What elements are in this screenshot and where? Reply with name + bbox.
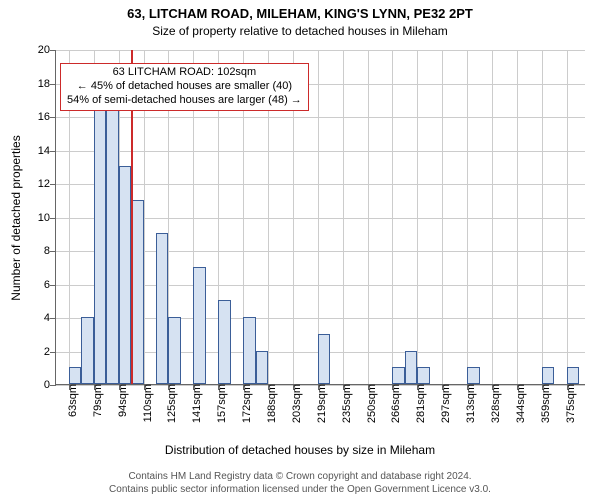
- footer-line-1: Contains HM Land Registry data © Crown c…: [128, 471, 471, 482]
- xtick-label: 141sqm: [183, 384, 203, 423]
- xtick-label: 281sqm: [407, 384, 427, 423]
- gridline-vertical: [417, 50, 418, 384]
- histogram-bar: [168, 317, 180, 384]
- gridline-vertical: [392, 50, 393, 384]
- ytick-label: 0: [44, 379, 56, 391]
- xtick-label: 203sqm: [283, 384, 303, 423]
- infobox-line-2: ← 45% of detached houses are smaller (40…: [67, 80, 302, 94]
- xtick-label: 63sqm: [59, 384, 79, 417]
- histogram-bar: [542, 367, 554, 384]
- gridline-horizontal: [56, 117, 585, 118]
- xtick-label: 313sqm: [457, 384, 477, 423]
- gridline-vertical: [442, 50, 443, 384]
- histogram-bar: [81, 317, 93, 384]
- ytick-label: 4: [44, 312, 56, 324]
- gridline-horizontal: [56, 184, 585, 185]
- xtick-label: 235sqm: [333, 384, 353, 423]
- gridline-horizontal: [56, 50, 585, 51]
- xtick-label: 328sqm: [482, 384, 502, 423]
- x-axis-label: Distribution of detached houses by size …: [0, 443, 600, 457]
- xtick-label: 94sqm: [109, 384, 129, 417]
- xtick-label: 250sqm: [358, 384, 378, 423]
- plot-area: 0246810121416182063sqm79sqm94sqm110sqm12…: [55, 50, 585, 385]
- footer-attribution: Contains HM Land Registry data © Crown c…: [0, 467, 600, 500]
- histogram-bar: [69, 367, 81, 384]
- histogram-bar: [106, 83, 118, 385]
- histogram-bar: [94, 83, 106, 385]
- xtick-label: 219sqm: [308, 384, 328, 423]
- gridline-vertical: [492, 50, 493, 384]
- y-axis-label: Number of detached properties: [9, 135, 23, 300]
- histogram-bar: [392, 367, 404, 384]
- histogram-bar: [193, 267, 205, 384]
- ytick-label: 12: [38, 178, 56, 190]
- reference-infobox: 63 LITCHAM ROAD: 102sqm← 45% of detached…: [60, 63, 309, 110]
- histogram-bar: [119, 166, 131, 384]
- histogram-bar: [467, 367, 479, 384]
- xtick-label: 344sqm: [507, 384, 527, 423]
- histogram-bar: [318, 334, 330, 384]
- xtick-label: 266sqm: [382, 384, 402, 423]
- ytick-label: 16: [38, 111, 56, 123]
- xtick-label: 375sqm: [557, 384, 577, 423]
- ytick-label: 6: [44, 279, 56, 291]
- xtick-label: 172sqm: [233, 384, 253, 423]
- ytick-label: 2: [44, 346, 56, 358]
- gridline-vertical: [343, 50, 344, 384]
- infobox-line-3: 54% of semi-detached houses are larger (…: [67, 94, 302, 108]
- ytick-label: 8: [44, 245, 56, 257]
- ytick-label: 20: [38, 44, 56, 56]
- histogram-bar: [243, 317, 255, 384]
- ytick-label: 10: [38, 212, 56, 224]
- xtick-label: 110sqm: [134, 384, 154, 422]
- histogram-bar: [405, 351, 417, 385]
- gridline-vertical: [467, 50, 468, 384]
- xtick-label: 297sqm: [432, 384, 452, 423]
- infobox-line-1: 63 LITCHAM ROAD: 102sqm: [67, 66, 302, 80]
- histogram-bar: [567, 367, 579, 384]
- xtick-label: 359sqm: [532, 384, 552, 423]
- gridline-vertical: [368, 50, 369, 384]
- gridline-vertical: [517, 50, 518, 384]
- footer-line-2: Contains public sector information licen…: [109, 484, 491, 495]
- histogram-bar: [156, 233, 168, 384]
- histogram-bar: [218, 300, 230, 384]
- xtick-label: 79sqm: [84, 384, 104, 417]
- chart-title: 63, LITCHAM ROAD, MILEHAM, KING'S LYNN, …: [0, 6, 600, 21]
- gridline-vertical: [567, 50, 568, 384]
- gridline-horizontal: [56, 151, 585, 152]
- ytick-label: 18: [38, 78, 56, 90]
- gridline-vertical: [542, 50, 543, 384]
- xtick-label: 125sqm: [158, 384, 178, 423]
- ytick-label: 14: [38, 145, 56, 157]
- xtick-label: 188sqm: [258, 384, 278, 423]
- histogram-bar: [417, 367, 429, 384]
- chart-subtitle: Size of property relative to detached ho…: [0, 24, 600, 38]
- xtick-label: 157sqm: [208, 384, 228, 423]
- histogram-bar: [256, 351, 268, 385]
